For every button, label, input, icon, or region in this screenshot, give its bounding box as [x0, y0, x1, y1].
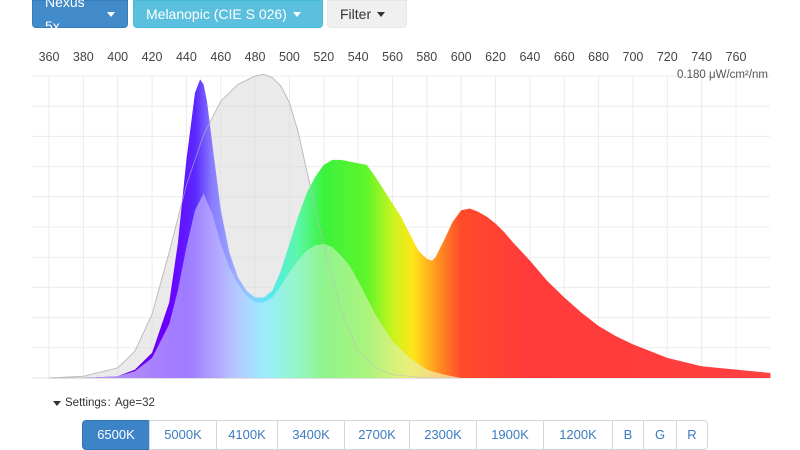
device-dropdown-label: Nexus 5x — [45, 0, 85, 34]
metric-dropdown-button[interactable]: Melanopic (CIE S 026) — [133, 0, 323, 28]
x-tick-label: 520 — [313, 50, 334, 64]
filter-dropdown-button[interactable]: Filter — [327, 0, 407, 28]
chevron-down-icon — [377, 11, 386, 17]
preset-button-b[interactable]: B — [612, 420, 644, 450]
device-dropdown-button[interactable]: Nexus 5x — [32, 0, 128, 34]
x-tick-label: 400 — [107, 50, 128, 64]
melanopic-sensitivity-outline — [48, 73, 462, 379]
filter-dropdown-label: Filter — [340, 6, 372, 22]
chevron-down-icon — [107, 11, 115, 17]
x-tick-label: 500 — [279, 50, 300, 64]
preset-button-group: 6500K 5000K 4100K 3400K 2700K 2300K 1900K 1200K… — [82, 420, 708, 450]
metric-dropdown-label: Melanopic (CIE S 026) — [146, 6, 287, 22]
x-tick-label: 420 — [142, 50, 163, 64]
x-tick-label: 700 — [623, 50, 644, 64]
preset-button-2300k[interactable]: 2300K — [409, 420, 477, 450]
x-tick-label: 440 — [176, 50, 197, 64]
x-tick-label: 740 — [691, 50, 712, 64]
x-tick-label: 620 — [485, 50, 506, 64]
x-tick-label: 760 — [726, 50, 747, 64]
caret-down-icon — [53, 400, 61, 406]
settings-label: Settings — [65, 397, 107, 409]
x-tick-label: 480 — [245, 50, 266, 64]
preset-button-2700k[interactable]: 2700K — [344, 420, 410, 450]
x-tick-label: 560 — [382, 50, 403, 64]
x-tick-label: 540 — [348, 50, 369, 64]
preset-button-r[interactable]: R — [676, 420, 708, 450]
preset-button-g[interactable]: G — [643, 420, 677, 450]
melanopic-weighted-area — [83, 193, 462, 378]
settings-age: Age=32 — [114, 397, 155, 409]
preset-button-3400k[interactable]: 3400K — [277, 420, 345, 450]
preset-button-4100k[interactable]: 4100K — [216, 420, 278, 450]
x-tick-label: 380 — [73, 50, 94, 64]
x-tick-label: 640 — [519, 50, 540, 64]
preset-button-1900k[interactable]: 1900K — [476, 420, 544, 450]
x-tick-label: 360 — [39, 50, 60, 64]
x-tick-label: 600 — [451, 50, 472, 64]
x-tick-label: 680 — [588, 50, 609, 64]
x-tick-label: 720 — [657, 50, 678, 64]
preset-button-1200k[interactable]: 1200K — [543, 420, 613, 450]
x-tick-label: 660 — [554, 50, 575, 64]
x-tick-label: 460 — [210, 50, 231, 64]
chevron-down-icon — [292, 11, 301, 17]
y-max-label: 0.180 μW/cm²/nm — [677, 69, 768, 81]
x-tick-label: 580 — [416, 50, 437, 64]
spectrum-chart: 360 380 400 420 440 460 480 500 520 540 560 580 600 6… — [32, 50, 771, 379]
preset-button-5000k[interactable]: 5000K — [149, 420, 217, 450]
settings-toggle[interactable]: Settings: Age=32 — [53, 397, 155, 409]
preset-button-6500k[interactable]: 6500K — [82, 420, 150, 450]
